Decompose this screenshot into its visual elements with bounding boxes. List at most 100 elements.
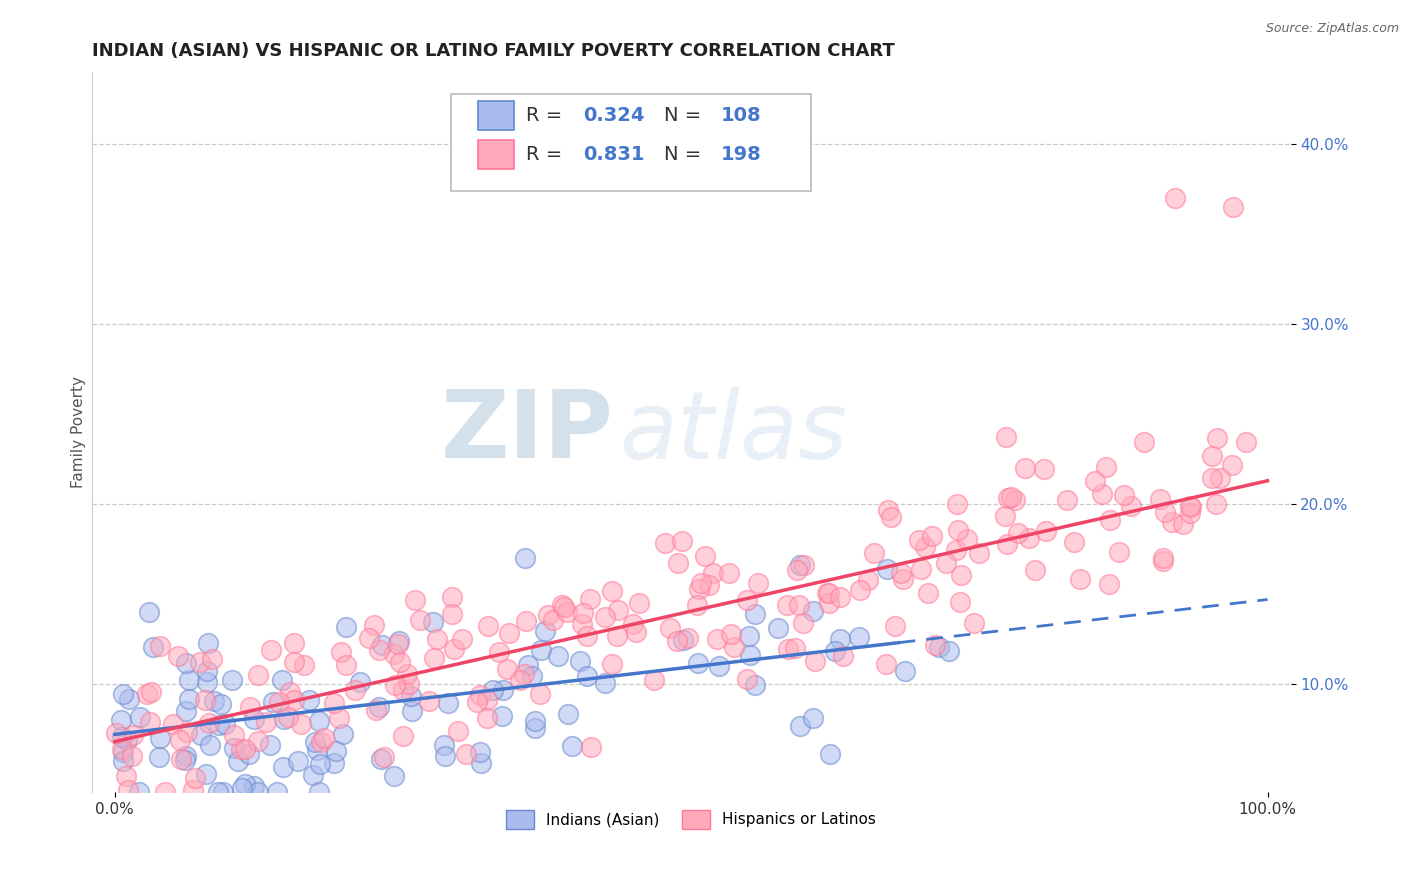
Point [530,642,553,657]
Point [344,682,367,697]
Point [328,711,350,725]
Point [921,528,943,542]
Point [738,648,761,662]
Point [520,668,543,682]
Point [891,572,914,586]
Point [364,703,387,717]
Point [271,673,294,687]
Point [298,693,321,707]
Point [301,768,323,782]
Point [1095,460,1118,475]
Point [373,750,395,764]
Point [271,760,294,774]
Point [945,497,967,511]
Point [949,595,972,609]
Point [278,685,301,699]
Point [149,639,172,653]
Point [1234,434,1257,449]
Point [815,585,838,599]
Point [963,615,986,630]
Point [818,747,841,761]
Point [945,542,967,557]
Point [401,704,423,718]
Point [856,573,879,587]
Point [785,641,807,656]
Point [170,752,193,766]
Point [1205,497,1227,511]
Point [121,748,143,763]
Point [222,728,245,742]
Text: N =: N = [664,145,707,164]
Point [1152,551,1174,566]
Point [382,768,405,782]
Point [738,629,761,643]
Point [287,754,309,768]
Text: 198: 198 [721,145,762,164]
Point [593,610,616,624]
Point [720,627,742,641]
Point [524,714,547,728]
Point [817,586,839,600]
Point [949,567,972,582]
Point [212,785,235,799]
Point [1171,516,1194,531]
Point [1018,531,1040,545]
Point [828,632,851,647]
Point [470,689,492,703]
Point [335,620,357,634]
Point [688,582,710,596]
Point [465,695,488,709]
Text: ZIP: ZIP [440,386,613,478]
Point [1119,499,1142,513]
Point [451,632,474,646]
Point [697,577,720,591]
Point [434,749,457,764]
Point [623,617,645,632]
Point [118,691,141,706]
Point [595,676,617,690]
Point [1007,525,1029,540]
Point [658,622,681,636]
Point [1149,492,1171,507]
FancyBboxPatch shape [451,94,811,191]
Text: INDIAN (ASIAN) VS HISPANIC OR LATINO FAMILY POVERTY CORRELATION CHART: INDIAN (ASIAN) VS HISPANIC OR LATINO FAM… [91,42,894,60]
Point [495,662,517,676]
Point [115,769,138,783]
Point [214,717,236,731]
Point [404,593,426,607]
Point [267,695,290,709]
Point [335,658,357,673]
Point [627,596,650,610]
Point [359,631,381,645]
Point [1112,488,1135,502]
Point [475,711,498,725]
Point [148,750,170,764]
Legend: Indians (Asian), Hispanics or Latinos: Indians (Asian), Hispanics or Latinos [501,804,882,835]
Point [198,738,221,752]
Point [174,748,197,763]
Point [111,742,134,756]
Point [398,677,420,691]
Point [176,724,198,739]
Point [541,613,564,627]
Point [138,605,160,619]
Point [174,657,197,671]
FancyBboxPatch shape [478,102,513,130]
Point [571,606,593,620]
Point [690,576,713,591]
Point [1178,499,1201,513]
Point [1014,461,1036,475]
Point [787,598,810,612]
Point [138,714,160,729]
Point [880,509,903,524]
Point [876,562,898,576]
Point [1180,500,1202,515]
Point [436,696,458,710]
Point [440,591,463,605]
Point [222,740,245,755]
Point [803,654,825,668]
Point [389,656,412,670]
Point [876,503,898,517]
Point [863,546,886,560]
Point [553,599,575,614]
